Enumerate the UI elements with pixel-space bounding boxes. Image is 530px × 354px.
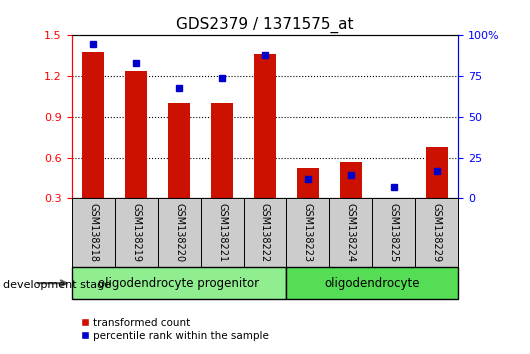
- FancyBboxPatch shape: [287, 198, 330, 267]
- FancyBboxPatch shape: [287, 267, 458, 299]
- Text: GSM138219: GSM138219: [131, 203, 141, 262]
- Bar: [82, 52, 104, 198]
- Text: oligodendrocyte progenitor: oligodendrocyte progenitor: [99, 277, 260, 290]
- Text: GSM138221: GSM138221: [217, 203, 227, 262]
- FancyBboxPatch shape: [330, 198, 373, 267]
- FancyBboxPatch shape: [72, 267, 287, 299]
- Text: development stage: development stage: [3, 280, 111, 290]
- Title: GDS2379 / 1371575_at: GDS2379 / 1371575_at: [176, 16, 354, 33]
- Bar: [211, 103, 233, 198]
- FancyBboxPatch shape: [200, 198, 243, 267]
- FancyBboxPatch shape: [243, 198, 287, 267]
- Bar: [125, 71, 147, 198]
- Bar: [254, 55, 276, 198]
- Bar: [169, 103, 190, 198]
- Bar: [297, 169, 319, 198]
- FancyBboxPatch shape: [416, 198, 458, 267]
- Text: GSM138223: GSM138223: [303, 203, 313, 262]
- Text: GSM138222: GSM138222: [260, 203, 270, 262]
- FancyBboxPatch shape: [157, 198, 200, 267]
- Legend: transformed count, percentile rank within the sample: transformed count, percentile rank withi…: [77, 314, 273, 345]
- Text: GSM138218: GSM138218: [88, 203, 98, 262]
- FancyBboxPatch shape: [72, 198, 114, 267]
- Text: GSM138225: GSM138225: [389, 203, 399, 262]
- FancyBboxPatch shape: [373, 198, 416, 267]
- Bar: [340, 161, 361, 198]
- Text: GSM138224: GSM138224: [346, 203, 356, 262]
- FancyBboxPatch shape: [114, 198, 157, 267]
- Text: GSM138229: GSM138229: [432, 203, 442, 262]
- Bar: [426, 147, 448, 198]
- Text: oligodendrocyte: oligodendrocyte: [325, 277, 420, 290]
- Text: GSM138220: GSM138220: [174, 203, 184, 262]
